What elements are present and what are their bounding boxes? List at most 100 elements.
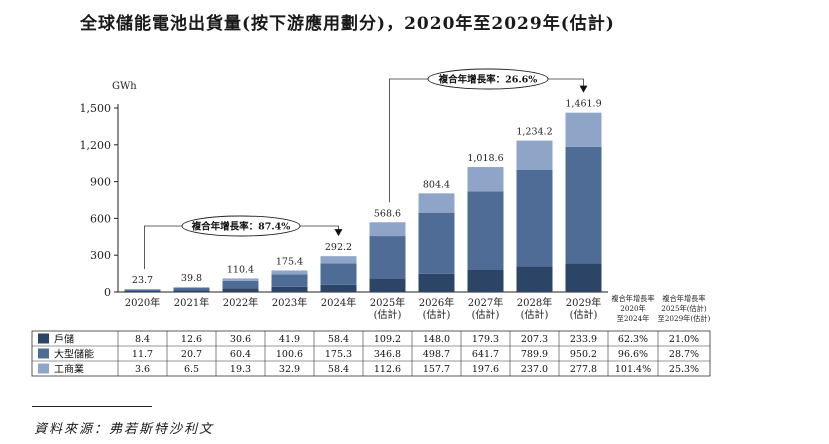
table-cell: 148.0 xyxy=(423,334,450,345)
bar-segment xyxy=(173,290,210,292)
bar-total-label: 23.7 xyxy=(132,275,153,286)
bar-segment xyxy=(271,270,308,275)
y-tick-label: 300 xyxy=(90,249,111,262)
table-cell: 346.8 xyxy=(374,349,401,360)
x-tick-label: 2022年 xyxy=(223,296,258,309)
bar-segment xyxy=(565,263,602,292)
table-cell: 8.4 xyxy=(135,334,150,345)
x-tick-label: 2024年 xyxy=(321,296,356,309)
x-tick-label: (估計) xyxy=(374,308,402,321)
x-tick-label: (估計) xyxy=(472,308,500,321)
bar-segment xyxy=(320,284,357,292)
y-tick-label: 1,500 xyxy=(80,102,112,115)
bar-segment xyxy=(320,256,357,264)
table-cell: 58.4 xyxy=(328,364,349,375)
table-cell: 3.6 xyxy=(135,364,150,375)
bar-segment xyxy=(418,193,455,213)
bar-segment xyxy=(271,274,308,287)
cagr-bubble xyxy=(427,68,549,90)
x-tick-label: 2025年 xyxy=(370,296,405,309)
table-cell: 41.9 xyxy=(279,334,300,345)
bar-segment xyxy=(271,286,308,292)
table-cell: 101.4% xyxy=(615,364,651,375)
table-row-label: 大型儲能 xyxy=(54,348,94,361)
source-note: 資料來源：弗若斯特沙利文 xyxy=(34,422,215,437)
x-tick-label: 2027年 xyxy=(468,296,503,309)
bar-segment xyxy=(124,289,161,290)
table-cell: 233.9 xyxy=(570,334,597,345)
cagr-header: 至2024年 xyxy=(617,314,650,323)
bar-segment xyxy=(467,270,504,292)
table-cell: 277.8 xyxy=(570,364,597,375)
bar-segment xyxy=(124,289,161,291)
table-cell: 179.3 xyxy=(472,334,499,345)
table-cell: 237.0 xyxy=(521,364,548,375)
table-cell: 641.7 xyxy=(472,349,499,360)
bar-segment xyxy=(320,263,357,285)
bar-segment xyxy=(516,140,553,170)
table-cell: 789.9 xyxy=(521,349,548,360)
bar-total-label: 110.4 xyxy=(227,264,254,275)
table-cell: 28.7% xyxy=(669,349,699,360)
cagr-header: 2020年 xyxy=(620,304,645,313)
x-tick-label: 2028年 xyxy=(517,296,552,309)
bar-segment xyxy=(124,290,161,292)
legend-swatch xyxy=(38,333,49,344)
cagr-header: 複合年增長率 xyxy=(611,294,654,303)
cagr-arrowhead xyxy=(334,229,343,237)
table-cell: 30.6 xyxy=(230,334,251,345)
bar-segment xyxy=(222,278,259,281)
bar-total-label: 1,461.9 xyxy=(565,99,601,110)
bar-segment xyxy=(467,191,504,271)
table-cell: 498.7 xyxy=(423,349,450,360)
bar-segment xyxy=(369,236,406,279)
x-tick-label: (估計) xyxy=(570,308,598,321)
bar-total-label: 39.8 xyxy=(181,273,202,284)
table-cell: 32.9 xyxy=(279,364,300,375)
bar-total-label: 568.6 xyxy=(374,208,401,219)
bar-total-label: 804.4 xyxy=(423,179,450,190)
x-tick-label: 2021年 xyxy=(174,296,209,309)
bar-total-label: 175.4 xyxy=(276,256,303,267)
legend-swatch xyxy=(38,363,49,374)
y-tick-label: 600 xyxy=(90,212,111,225)
table-cell: 58.4 xyxy=(328,334,349,345)
table-cell: 20.7 xyxy=(181,349,202,360)
bar-segment xyxy=(369,278,406,292)
cagr-header: 至2029年(估計) xyxy=(658,314,711,323)
chart-title: 全球儲能電池出貨量(按下游應用劃分)，2020年至2029年(估計) xyxy=(80,14,615,34)
bar-total-label: 1,234.2 xyxy=(516,127,552,138)
bar-segment xyxy=(565,146,602,264)
bar-segment xyxy=(222,288,259,292)
bar-segment xyxy=(418,212,455,274)
bar-total-label: 1,018.6 xyxy=(467,153,503,164)
table-cell: 96.6% xyxy=(618,349,648,360)
bar-segment xyxy=(173,287,210,288)
table-cell: 112.6 xyxy=(374,364,401,375)
x-tick-label: 2020年 xyxy=(125,296,160,309)
table-cell: 11.7 xyxy=(132,349,153,360)
y-tick-label: 900 xyxy=(90,176,111,189)
bar-segment xyxy=(467,167,504,192)
table-cell: 950.2 xyxy=(570,349,597,360)
cagr-arrowhead xyxy=(579,85,588,93)
table-cell: 19.3 xyxy=(230,364,251,375)
y-tick-label: 1,200 xyxy=(80,139,112,152)
table-cell: 60.4 xyxy=(230,349,251,360)
bar-segment xyxy=(369,222,406,237)
source-divider xyxy=(32,406,152,407)
x-tick-label: 2023年 xyxy=(272,296,307,309)
table-cell: 207.3 xyxy=(521,334,548,345)
table-cell: 197.6 xyxy=(472,364,499,375)
y-tick-label: 0 xyxy=(104,286,111,299)
bar-segment xyxy=(222,280,259,289)
data-table-border xyxy=(31,330,711,377)
table-cell: 25.3% xyxy=(669,364,699,375)
table-row-label: 戶儲 xyxy=(54,334,74,346)
bar-segment xyxy=(173,287,210,291)
table-cell: 12.6 xyxy=(181,334,202,345)
cagr-bubble xyxy=(181,215,301,237)
x-tick-label: 2029年 xyxy=(566,296,601,309)
x-tick-label: 2026年 xyxy=(419,296,454,309)
